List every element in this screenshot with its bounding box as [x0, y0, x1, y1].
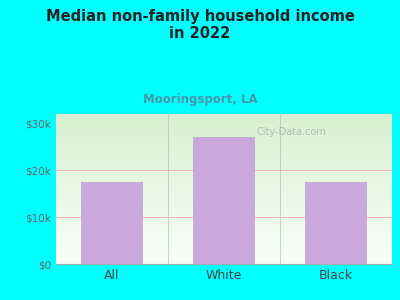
Text: Mooringsport, LA: Mooringsport, LA [143, 93, 257, 106]
Bar [81, 182, 143, 264]
Text: Median non-family household income
in 2022: Median non-family household income in 20… [46, 9, 354, 41]
Bar [193, 137, 255, 264]
Text: City-Data.com: City-Data.com [256, 127, 326, 137]
Bar [305, 182, 367, 264]
